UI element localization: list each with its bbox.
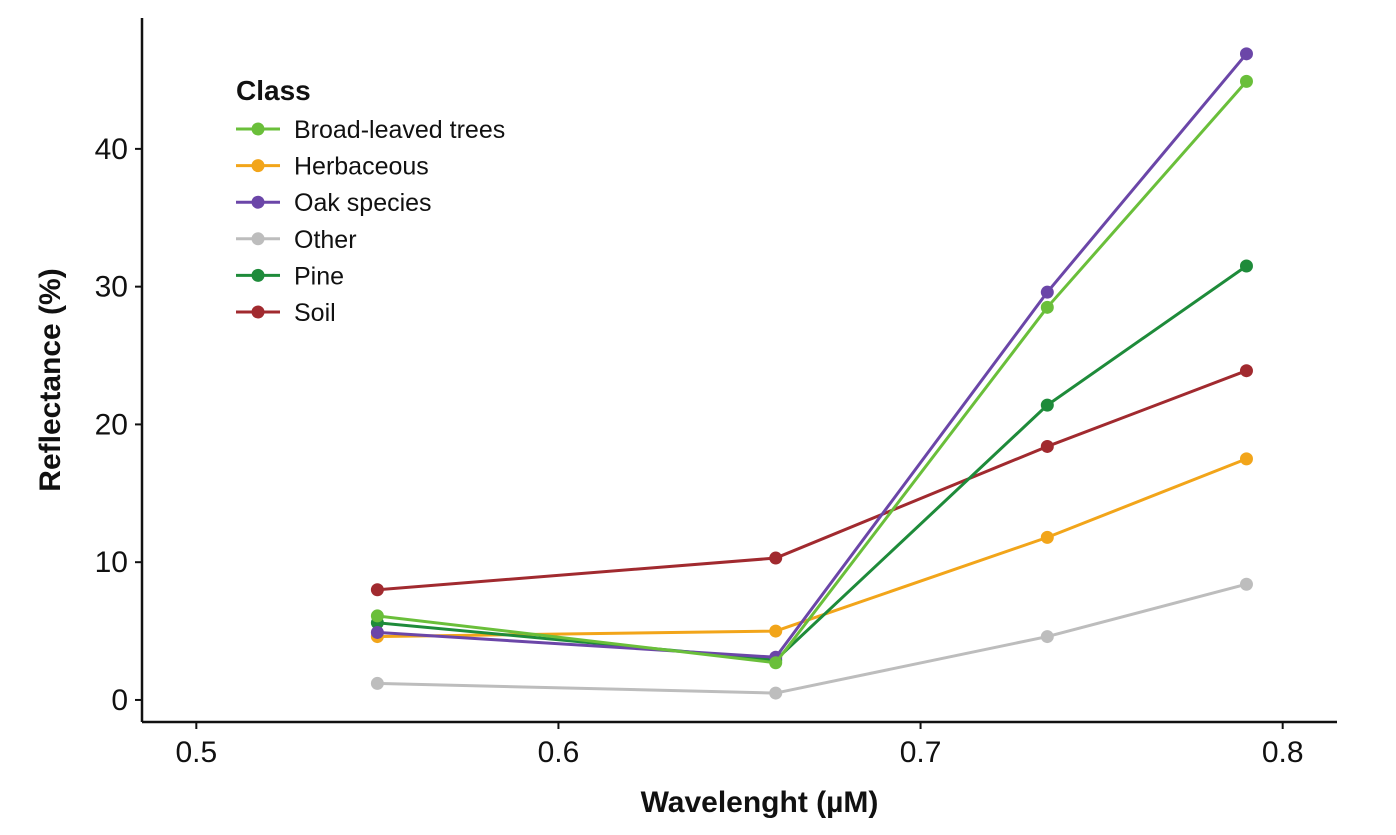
data-point-other [370, 676, 384, 690]
y-axis-title: Reflectance (%) [34, 268, 67, 491]
series-line-pine [377, 264, 1248, 662]
legend-label: Herbaceous [294, 153, 429, 181]
data-point-broad-leaved-trees [1239, 74, 1253, 88]
legend-item-pine: Pine [236, 262, 344, 290]
legend-item-other: Other [236, 226, 357, 254]
data-point-broad-leaved-trees [370, 609, 384, 623]
x-tick-label: 0.5 [175, 736, 217, 769]
legend-label: Oak species [294, 189, 432, 217]
legend-title: Class [236, 75, 311, 106]
data-point-pine [1239, 259, 1253, 273]
data-point-pine [1040, 398, 1054, 412]
series-line-other [377, 582, 1247, 695]
legend-label: Soil [294, 299, 336, 327]
data-point-herbaceous [769, 624, 783, 638]
legend-item-soil: Soil [236, 299, 336, 327]
legend-item-oak-species: Oak species [236, 189, 432, 217]
axes [140, 18, 1337, 724]
legend: Class Broad-leaved trees Herbaceous Oak sp… [236, 75, 505, 327]
x-tick-label: 0.7 [900, 736, 942, 769]
data-point-soil [370, 583, 384, 597]
data-point-other [769, 686, 783, 700]
data-point-soil [1040, 439, 1054, 453]
data-point-soil [769, 551, 783, 565]
data-point-other [1040, 630, 1054, 644]
y-tick-label: 30 [95, 271, 128, 304]
data-point-herbaceous [1040, 530, 1054, 544]
legend-item-broad-leaved-trees: Broad-leaved trees [236, 116, 505, 144]
data-point-herbaceous [1239, 452, 1253, 466]
legend-swatch-dot [251, 159, 265, 173]
series-group [370, 47, 1253, 700]
series-pine [370, 259, 1253, 667]
series-line-herbaceous [377, 457, 1248, 639]
data-point-broad-leaved-trees [769, 656, 783, 670]
series-line-oak-species [377, 52, 1248, 659]
series-soil [370, 364, 1253, 597]
x-tick-label: 0.6 [538, 736, 580, 769]
series-broad-leaved-trees [370, 74, 1253, 670]
legend-swatch-dot [251, 195, 265, 209]
legend-label: Pine [294, 262, 344, 290]
data-point-broad-leaved-trees [1040, 300, 1054, 314]
legend-item-herbaceous: Herbaceous [236, 153, 429, 181]
legend-swatch-dot [251, 122, 265, 136]
y-tick-label: 20 [95, 408, 128, 441]
legend-swatch-dot [251, 305, 265, 319]
x-axis-ticks: 0.5 0.6 0.7 0.8 [175, 722, 1304, 769]
data-point-soil [1239, 364, 1253, 378]
legend-label: Broad-leaved trees [294, 116, 505, 144]
x-axis-title: Wavelenght (µM) [641, 786, 879, 819]
y-tick-label: 0 [111, 684, 128, 717]
y-axis-ticks: 0 10 20 30 40 [95, 133, 142, 717]
data-point-oak-species [370, 625, 384, 639]
legend-swatch-dot [251, 268, 265, 282]
series-other [370, 577, 1253, 700]
y-tick-label: 10 [95, 546, 128, 579]
y-tick-label: 40 [95, 133, 128, 166]
data-point-other [1239, 577, 1253, 591]
data-point-oak-species [1239, 47, 1253, 61]
series-line-soil [377, 369, 1248, 592]
series-line-broad-leaved-trees [377, 80, 1248, 665]
legend-label: Other [294, 226, 357, 254]
legend-swatch-dot [251, 232, 265, 246]
x-tick-label: 0.8 [1262, 736, 1304, 769]
data-point-oak-species [1040, 285, 1054, 299]
